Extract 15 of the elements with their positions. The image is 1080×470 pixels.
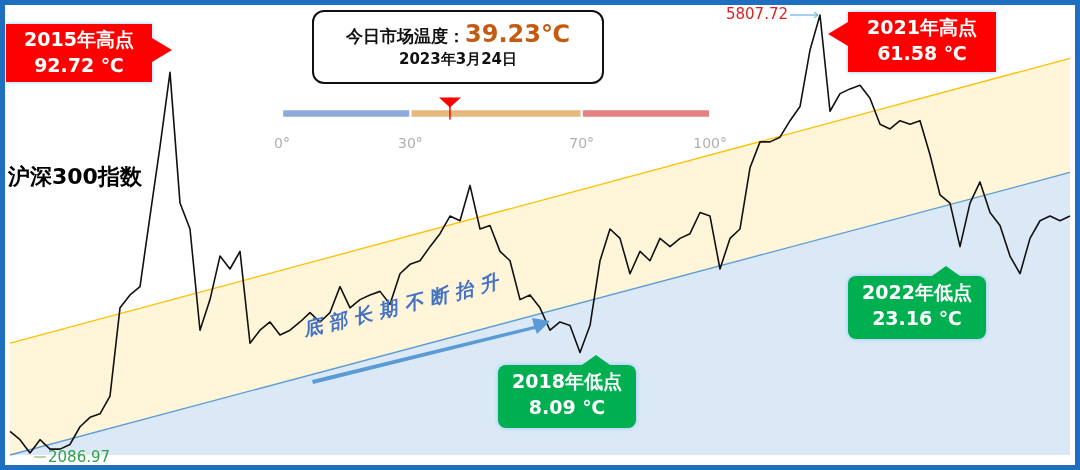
chart-subtitle: 2023年3月24日 <box>397 50 519 69</box>
x-tick-label: 30° <box>398 135 423 152</box>
annotation: 2022年低点 23.16 ℃ <box>848 276 986 339</box>
ref-line-label: 39.23℃ <box>465 20 570 48</box>
data-label: 2086.97 <box>48 447 111 466</box>
series-label: 沪深300指数 <box>7 163 143 189</box>
x-tick-label: 70° <box>569 135 595 152</box>
x-tick-label: 100° <box>693 135 728 152</box>
annotation: 底部长期不断抬升 <box>300 267 509 343</box>
data-label: 5807.72 <box>725 4 788 23</box>
annotation: 2015年高点 92.72 ℃ <box>6 24 152 82</box>
annotation: 2021年高点 61.58 ℃ <box>848 12 996 72</box>
chart-title: 今日市场温度： <box>346 26 465 46</box>
x-tick-label: 0° <box>274 135 290 152</box>
annotation: 2018年低点 8.09 ℃ <box>498 365 636 428</box>
